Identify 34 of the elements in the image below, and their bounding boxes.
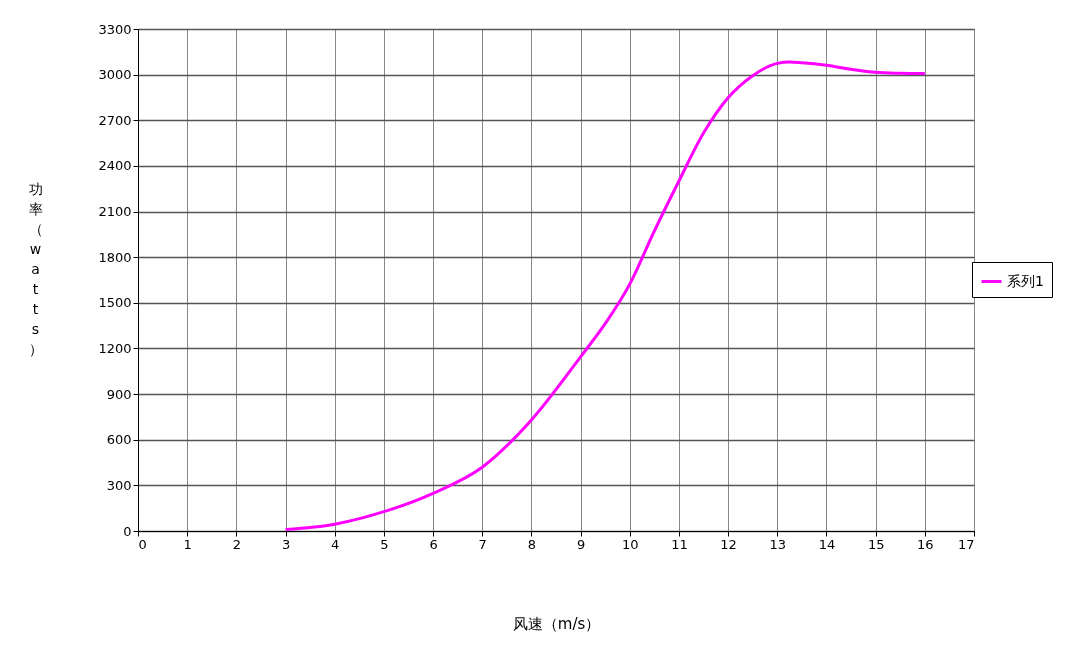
x-tick-label: 14 xyxy=(818,536,836,552)
y-tick-label: 2700 xyxy=(98,112,132,128)
x-tick-label: 4 xyxy=(331,536,340,552)
y-tick-label: 300 xyxy=(106,477,132,493)
x-tick-label: 0 xyxy=(138,536,147,552)
x-tick-label: 17 xyxy=(957,536,975,552)
x-tick-label: 8 xyxy=(527,536,537,552)
y-tick-label: 0 xyxy=(123,523,132,539)
y-tick-label: 1800 xyxy=(98,249,132,265)
y-tick-label: 2100 xyxy=(98,204,132,220)
x-tick-label: 3 xyxy=(281,536,291,552)
y-tick-label: 900 xyxy=(106,386,132,402)
x-tick-label: 9 xyxy=(576,536,586,552)
x-tick-label: 12 xyxy=(720,536,737,552)
x-tick-label: 15 xyxy=(867,536,885,552)
y-tick-label: 1500 xyxy=(98,295,132,311)
x-axis-title: 风速（m/s） xyxy=(512,614,601,633)
x-tick-label: 7 xyxy=(478,536,487,552)
x-tick-label: 16 xyxy=(917,536,934,552)
text: 功率（watts） xyxy=(28,180,43,357)
line-series xyxy=(284,60,927,531)
y-tick-label: 600 xyxy=(106,432,132,448)
x-tick-label: 10 xyxy=(621,536,639,552)
x-tick-label: 6 xyxy=(429,536,438,552)
y-tick-label: 2400 xyxy=(98,158,132,174)
y-tick-label: 3300 xyxy=(98,21,132,37)
legend-label: 系列1 xyxy=(1007,272,1044,289)
x-tick-label: 2 xyxy=(232,536,241,552)
x-tick-label: 13 xyxy=(769,536,787,552)
y-tick-label: 1200 xyxy=(98,340,132,356)
y-tick-label: 3000 xyxy=(98,67,132,83)
x-tick-label: 11 xyxy=(671,536,688,552)
x-tick-label: 5 xyxy=(380,536,389,552)
x-tick-label: 1 xyxy=(183,536,192,552)
